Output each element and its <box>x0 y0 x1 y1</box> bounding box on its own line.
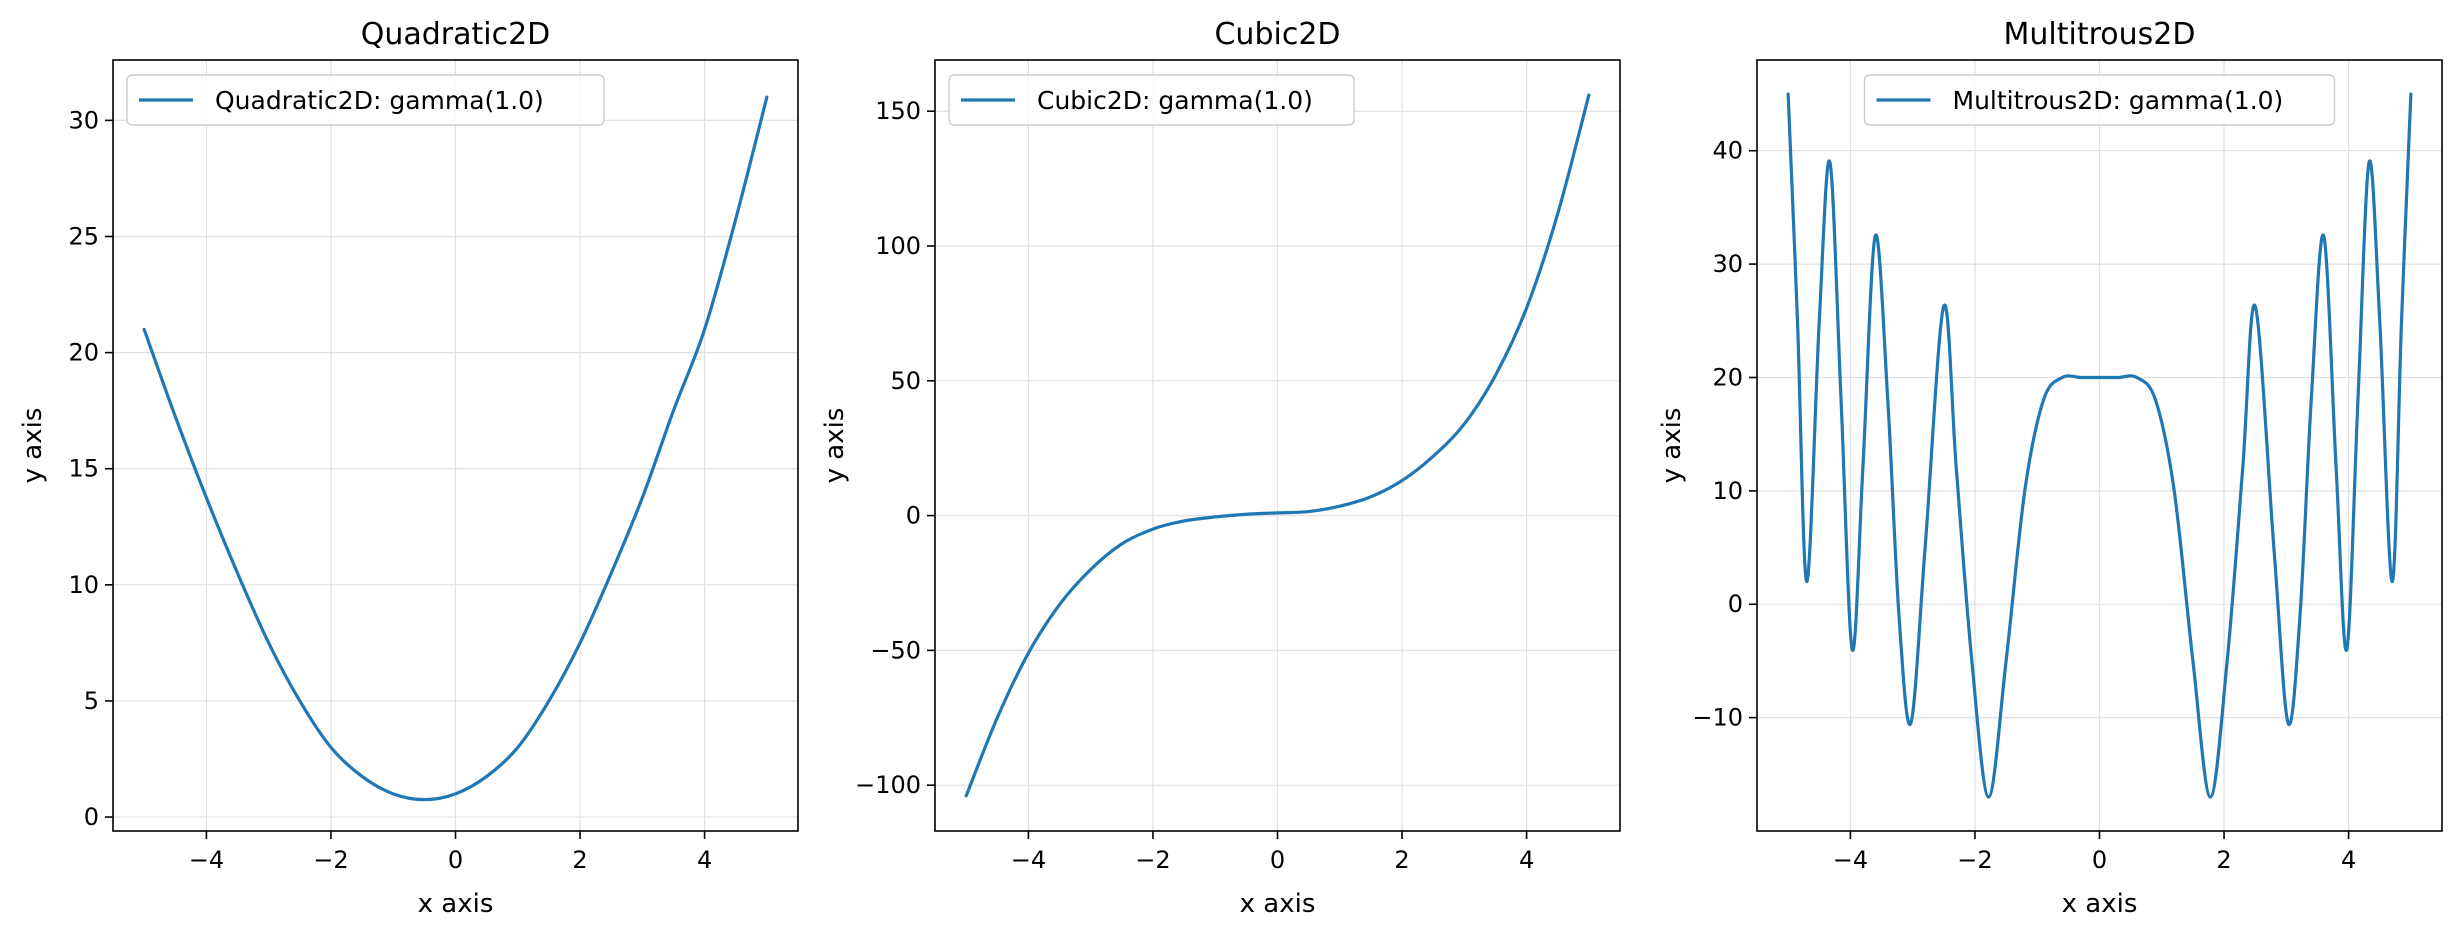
legend-box <box>948 74 1355 126</box>
y-tick-label: 40 <box>1712 137 1743 165</box>
chart-title: Quadratic2D <box>361 17 551 52</box>
x-tick-label: 0 <box>1270 846 1285 874</box>
y-axis-label: y axis <box>1657 408 1687 484</box>
legend-box <box>126 74 605 126</box>
x-tick-label: 0 <box>448 846 463 874</box>
y-tick-label: 10 <box>68 571 99 599</box>
x-tick-label: −2 <box>313 846 348 874</box>
chart-title: Cubic2D <box>1214 17 1340 52</box>
y-tick-label: 20 <box>68 339 99 367</box>
chart-title: Multitrous2D <box>2004 17 2196 52</box>
y-tick-label: −100 <box>855 771 921 799</box>
x-tick-label: −2 <box>1135 846 1170 874</box>
y-axis-label: y axis <box>820 408 850 484</box>
subplot-2: −4 −2 0 2 4 −100 −50 0 50 100 150 Cubic2D x axis y ax… <box>820 17 1621 919</box>
y-tick-label: 150 <box>875 97 921 125</box>
x-tick-label: 2 <box>572 846 587 874</box>
series-line <box>1786 92 2413 799</box>
legend-label: Quadratic2D: gamma(1.0) <box>215 86 544 115</box>
legend: Cubic2D: gamma(1.0) <box>948 74 1355 126</box>
y-tick-label: 0 <box>906 502 921 530</box>
y-tick-label: 30 <box>1712 250 1743 278</box>
series-line <box>964 93 1591 798</box>
legend-box <box>1863 74 2336 126</box>
series-line <box>142 95 769 802</box>
y-tick-label: 0 <box>84 803 99 831</box>
x-tick-label: 2 <box>2216 846 2231 874</box>
legend-label: Cubic2D: gamma(1.0) <box>1037 86 1313 115</box>
y-tick-label: 100 <box>875 232 921 260</box>
x-tick-label: −2 <box>1957 846 1992 874</box>
x-tick-label: 4 <box>2341 846 2356 874</box>
subplot-1: −4 −2 0 2 4 0 5 10 15 20 25 30 Quadratic2D x axis y ax… <box>18 17 799 919</box>
y-tick-label: 15 <box>68 455 99 483</box>
x-tick-label: 0 <box>2092 846 2107 874</box>
y-axis-label: y axis <box>18 408 48 484</box>
x-tick-label: 4 <box>1519 846 1534 874</box>
x-axis-label: x axis <box>418 889 494 919</box>
y-tick-label: 10 <box>1712 477 1743 505</box>
legend: Quadratic2D: gamma(1.0) <box>126 74 605 126</box>
x-tick-label: −4 <box>1011 846 1046 874</box>
legend: Multitrous2D: gamma(1.0) <box>1863 74 2336 126</box>
x-tick-label: 2 <box>1394 846 1409 874</box>
y-tick-label: 25 <box>68 222 99 250</box>
y-tick-label: 0 <box>1728 590 1743 618</box>
x-tick-label: −4 <box>189 846 224 874</box>
y-tick-label: −10 <box>1692 704 1743 732</box>
x-axis-label: x axis <box>1240 889 1316 919</box>
y-tick-label: 20 <box>1712 363 1743 391</box>
subplot-3: −4 −2 0 2 4 −10 0 10 20 30 40 Multitrous2D x axis y a… <box>1657 17 2443 919</box>
x-tick-label: −4 <box>1833 846 1868 874</box>
y-tick-label: 30 <box>68 106 99 134</box>
x-axis-label: x axis <box>2062 889 2138 919</box>
y-tick-label: 5 <box>84 687 99 715</box>
x-tick-label: 4 <box>697 846 712 874</box>
y-tick-label: −50 <box>870 636 921 664</box>
y-tick-label: 50 <box>890 367 921 395</box>
legend-label: Multitrous2D: gamma(1.0) <box>1953 86 2284 115</box>
